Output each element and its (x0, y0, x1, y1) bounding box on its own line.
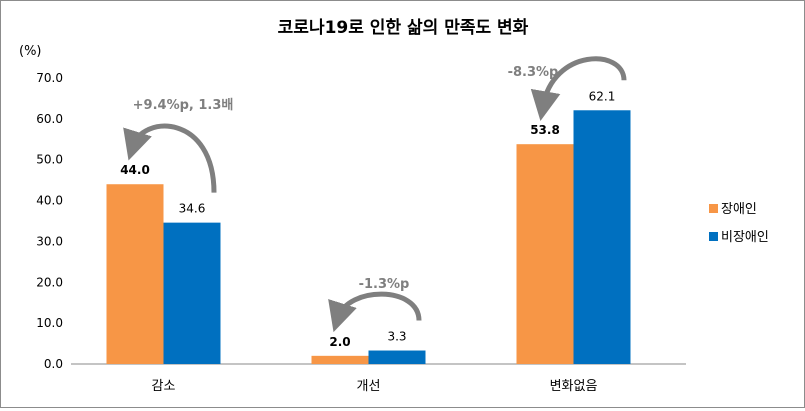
data-label: 53.8 (530, 123, 560, 137)
bar-disabled (516, 144, 574, 364)
data-label: 44.0 (120, 163, 150, 177)
data-label: 2.0 (329, 335, 350, 349)
bar-non-disabled (368, 350, 426, 364)
y-tick-label: 10.0 (36, 316, 63, 330)
y-tick-label: 20.0 (36, 275, 63, 289)
y-tick-label: 70.0 (36, 71, 63, 85)
difference-annotation: -8.3%p (508, 65, 559, 80)
legend-swatch (709, 232, 718, 241)
x-tick-label: 감소 (152, 379, 176, 394)
bar-disabled (106, 184, 164, 364)
bar-non-disabled (573, 110, 631, 364)
y-tick-label: 50.0 (36, 153, 63, 167)
x-tick-label: 개선 (357, 379, 381, 394)
difference-annotation: -1.3%p (359, 277, 410, 292)
y-tick-label: 30.0 (36, 234, 63, 248)
difference-annotation: +9.4%p, 1.3배 (133, 97, 234, 113)
y-tick-label: 0.0 (44, 357, 63, 371)
legend-label: 장애인 (721, 202, 757, 217)
curved-arrow-icon (123, 123, 217, 193)
data-label: 62.1 (589, 89, 616, 103)
y-tick-label: 40.0 (36, 194, 63, 208)
y-axis-unit: (%) (19, 44, 42, 59)
data-label: 34.6 (179, 202, 206, 216)
x-tick-label: 변화없음 (550, 379, 598, 394)
y-tick-label: 60.0 (36, 112, 63, 126)
legend-swatch (709, 204, 718, 213)
legend-label: 비장애인 (721, 230, 769, 245)
bar-non-disabled (163, 222, 221, 364)
data-label: 3.3 (387, 330, 406, 344)
chart-title: 코로나19로 인한 삶의 만족도 변화 (278, 18, 529, 38)
bar-disabled (311, 355, 369, 364)
curved-arrow-icon (328, 291, 422, 333)
curved-arrow-icon (530, 56, 627, 121)
